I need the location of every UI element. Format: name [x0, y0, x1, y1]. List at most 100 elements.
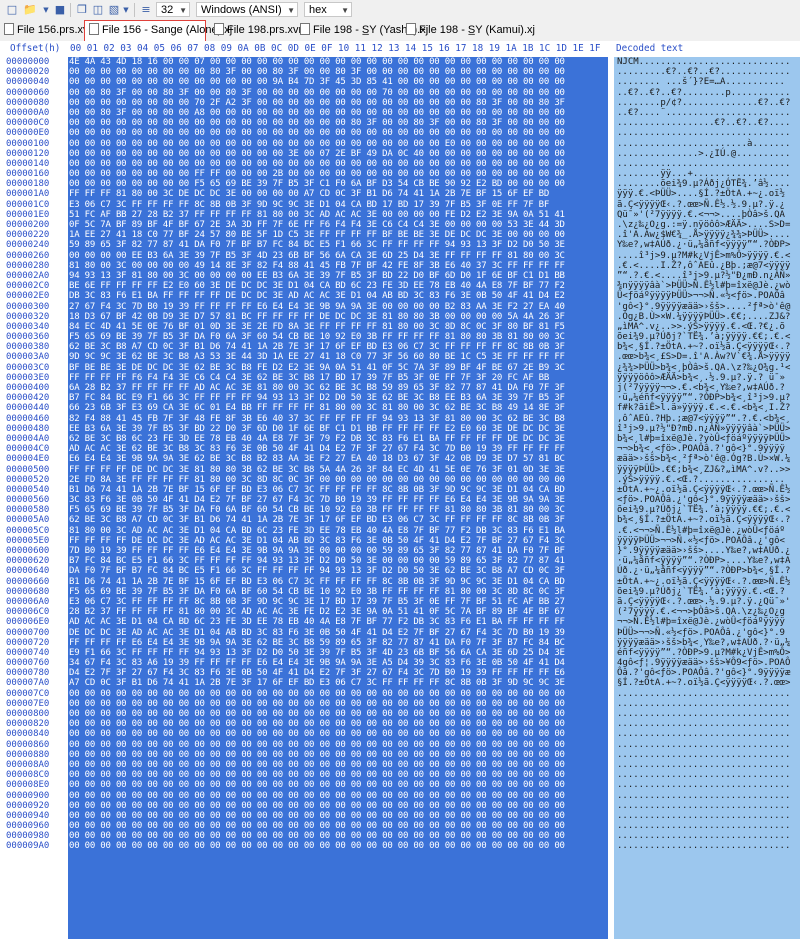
hex-row[interactable]: DE DC DC 3E AD AC AC 3E D1 04 AB BD 3C 8… — [69, 627, 565, 638]
tab-file-198-kamui[interactable]: File 198 - S̲Y (Kamui).xj — [402, 21, 535, 40]
decoded-row[interactable]: ................................ — [617, 790, 791, 801]
decoded-row[interactable]: ................................ — [617, 698, 791, 709]
hex-row[interactable]: 59 89 65 3F 82 77 87 41 DA F0 7F BF B7 F… — [69, 240, 565, 251]
hex-row[interactable]: FF FF FF 81 80 00 3C DE DC DC 3E 00 00 0… — [69, 189, 550, 200]
hex-row[interactable]: 00 00 80 3F 00 00 00 00 A8 00 00 00 00 0… — [69, 107, 565, 118]
decoded-row[interactable]: ‚ôˆAEû.?Hþ.;æ@7<ÿÿÿÿ”“.?.€.<b¾<¸ — [617, 413, 791, 424]
hex-row[interactable]: 84 EC 4D 41 5E 0E 76 BF 01 0D 3E 3E 2E F… — [69, 321, 565, 332]
decoded-row[interactable]: .........€?..€?..€?............. — [617, 67, 791, 78]
hex-row[interactable]: 00 00 00 00 00 00 00 00 F5 65 69 BE 39 7… — [69, 179, 565, 190]
decoded-row[interactable]: ................................ — [617, 749, 791, 760]
decoded-row[interactable]: }°.9ÿÿÿÿæää>›šš>....Y‰e?‚w‡AÚð.¿ — [617, 546, 791, 556]
decoded-row[interactable]: ÞÜÜ>­¬¬>Ñ.«½<ƒö>.POAÔâ.¿'gô<}°.9 — [617, 627, 785, 638]
tab-file-198-prs[interactable]: File 198.prs.xvm — [210, 21, 308, 40]
decoded-row[interactable]: 4gô<ƒ¦.9ÿÿÿÿæää>›šš>¥Ô9<ƒö>.POAÔ — [617, 658, 791, 669]
decoded-row[interactable]: .œœ>b¾<¸£S>D=.î'A.Àw?V`€¾.Å>ÿÿÿÿ — [617, 352, 791, 363]
hex-row[interactable]: B7 FC 84 BC E5 F1 66 3C FF FF FF FF 94 9… — [69, 556, 565, 567]
decoded-row[interactable]: b¾<¸§Í.?±ÖtA.+~?.oï½ã.Ç<ÿÿÿÿŒ‹.? — [617, 342, 791, 353]
decoded-row[interactable]: .€.<....I.Ž?‚ôˆAEû.¿Bþ.;æ@7<ÿÿÿÿ — [617, 260, 791, 271]
hex-row[interactable]: 00 00 00 00 00 00 00 00 00 00 00 00 00 0… — [69, 709, 565, 719]
hex-row[interactable]: 00 00 00 00 00 00 00 00 00 00 00 00 00 0… — [69, 729, 565, 740]
hex-row[interactable]: 6A 28 B2 37 FF FF FF FF AD AC AC 3E 81 8… — [69, 383, 565, 393]
open-dropdown-icon[interactable]: ▼ — [43, 6, 49, 14]
hex-row[interactable]: 51 FC AF BB 27 28 B2 37 FF FF FF FF 81 8… — [69, 209, 565, 220]
decoded-row[interactable]: Qü¯»'(²7ÿÿÿÿ.€.<­¬¬>....þÒâ>š.QA — [617, 209, 785, 220]
hex-row[interactable]: 66 23 6B 3F E3 69 CA 3E 6C 01 E4 BB FF F… — [69, 403, 565, 414]
hex-row[interactable]: 3C 83 F6 3E 0B 50 4F 41 D4 E2 7F BF 27 6… — [69, 495, 565, 506]
decoded-text-area[interactable]: NJCM....................................… — [614, 57, 800, 939]
hex-row[interactable]: 00 00 00 00 00 00 00 00 00 00 00 00 00 0… — [69, 780, 565, 791]
decoded-row[interactable]: ........ ...š´}?E=…A........... — [617, 77, 785, 88]
hex-row[interactable]: B1 D6 74 41 1A 2B 7E BF 15 6F EF BD E3 0… — [69, 576, 565, 587]
hex-row[interactable]: FF FF FF FF DE DC DC 3E AD AC AC 3E D1 0… — [69, 535, 565, 546]
new-file-icon[interactable]: □ — [6, 3, 18, 16]
decoded-row[interactable]: ­¬¬>b¾<¸<ƒö>.POAÔâ.?'gô<}°.9ÿÿÿÿ — [617, 444, 785, 455]
hex-row[interactable]: 00 00 80 3F 00 00 80 3F 00 00 80 3F 00 0… — [69, 87, 565, 98]
hex-row[interactable]: FF FF FF FF F6 F4 F4 3E C6 C4 C4 3E 62 B… — [69, 372, 550, 383]
hex-data-area[interactable]: 4E 4A 43 4D 18 16 00 00 07 00 00 00 00 0… — [68, 57, 608, 939]
hex-row[interactable]: FF FF FF FF DE DC DC 3E 81 80 80 3B 62 B… — [69, 464, 565, 475]
decoded-row[interactable]: ¿¾¾>ÞÜÜ>b¾<¸þÒâ>š.QA.\z?‰¿O¾g.¹< — [617, 362, 791, 373]
decoded-row[interactable]: ................................ — [617, 709, 791, 719]
hex-row[interactable]: 00 00 00 00 00 00 00 00 00 00 00 00 00 0… — [69, 148, 565, 159]
open-folder-icon[interactable]: 📁 — [23, 3, 37, 16]
decoded-row[interactable]: ....î³j>9.µ?M#k¿VjÊ>m%Ô>ÿÿÿÿ.€.< — [617, 250, 791, 261]
decoded-row[interactable]: ................................ — [617, 800, 791, 811]
hex-row[interactable]: 4E 4A 43 4D 18 16 00 00 07 00 00 00 00 0… — [69, 57, 565, 67]
decoded-row[interactable]: ................................ — [617, 780, 791, 791]
hex-row[interactable]: 00 00 00 00 00 00 00 00 00 00 00 00 00 0… — [69, 770, 565, 781]
decoded-row[interactable]: ................................ — [617, 831, 791, 842]
decoded-row[interactable]: b¾<¸§Í.?±ÖtA.+~?.oï½ã.Ç<ÿÿÿÿŒ‹.? — [617, 515, 791, 526]
hex-row[interactable]: 00 00 00 00 00 00 00 00 00 00 00 00 00 0… — [69, 698, 565, 709]
decoded-row[interactable]: ã.Ç<ÿÿÿÿŒ‹.?.œœ>.½.9.µ?.ÿ.¿Qü¯»' — [617, 596, 791, 607]
decoded-row[interactable]: .ýŠ>ÿÿÿÿ.€.<Œ.?................ — [617, 474, 785, 485]
hex-row[interactable]: 00 00 00 00 00 00 00 00 00 00 00 00 00 0… — [69, 821, 565, 832]
encoding-select[interactable]: Windows (ANSI) ▼ — [196, 2, 298, 17]
decoded-row[interactable]: õei¾9.µ?Úðj¿`TË¾.’à;ÿÿÿÿ.€.<Œ.? — [617, 586, 785, 597]
tab-file-198-yasha[interactable]: File 198 - S̲Y (Yasha).xj — [296, 21, 428, 40]
bytes-per-row-select[interactable]: 32 ▼ — [156, 2, 190, 17]
hex-row[interactable]: 00 00 00 00 00 00 00 00 00 00 00 00 00 0… — [69, 810, 565, 821]
copy-icon[interactable]: ❐ — [77, 3, 87, 16]
hex-row[interactable]: E6 E4 E4 3E 9B 9A 9A 3E 62 BE 3C B8 B2 8… — [69, 454, 565, 465]
paste-icon[interactable]: ◫ — [92, 3, 104, 16]
hex-row[interactable]: 00 00 00 00 00 00 00 00 00 00 00 00 00 9… — [69, 77, 565, 88]
decoded-row[interactable]: ................................ — [617, 821, 791, 832]
bookmark-dropdown-icon[interactable]: ▼ — [123, 6, 129, 14]
hex-row[interactable]: 00 00 00 00 00 00 00 00 00 00 00 00 00 0… — [69, 688, 565, 699]
hex-row[interactable]: EE B3 6A 3E 39 7F B5 3F BD 22 D0 3F 6D D… — [69, 423, 565, 434]
decoded-row[interactable]: .Óg¿B.Ù>×W.¼ÿÿÿÿÞÜÜ>.€€;....ZJ&? — [617, 311, 791, 322]
view-mode-select[interactable]: hex ▼ — [304, 2, 352, 17]
decoded-row[interactable]: b¾<¸l#þ=îxë@Jè.?yòÛ<ƒöáºÿÿÿÿÞÜÜ> — [617, 433, 791, 444]
hex-row[interactable]: 00 00 00 00 00 00 00 00 00 00 00 00 00 0… — [69, 759, 565, 770]
decoded-row[interactable]: ................................ — [617, 770, 791, 781]
hex-row[interactable]: 00 00 00 00 00 00 00 00 00 00 00 00 00 0… — [69, 118, 565, 129]
decoded-row[interactable]: Y‰e?‚w‡AÚð.¿·ü„¼åñf<ÿÿÿÿ”“.?ÒÐP> — [617, 240, 791, 251]
hex-row[interactable]: FF FF FF FF E6 E4 E4 3E 9B 9A 9A 3E 62 B… — [69, 637, 565, 648]
decoded-row[interactable]: <ƒö>.POAÔâ.¿'gô<}°.9ÿÿÿÿæää>›šš> — [617, 495, 791, 506]
hex-row[interactable]: 81 80 00 3C 00 00 00 00 49 14 8E 3F 82 F… — [69, 260, 565, 271]
decoded-row[interactable]: ................................ — [617, 128, 791, 139]
hex-row[interactable]: AD AC AC 3E 62 BE 3C B8 3C 83 F6 3E 0B 5… — [69, 444, 565, 455]
decoded-row[interactable]: ................................ — [617, 841, 791, 852]
decoded-row[interactable]: ..................€?..€?..€?.... — [617, 118, 791, 129]
hex-row[interactable]: 00 00 00 00 00 00 00 00 00 00 00 00 00 0… — [69, 719, 565, 730]
hex-row[interactable]: 00 00 00 00 00 00 00 00 00 00 00 00 00 0… — [69, 739, 565, 750]
decoded-row[interactable]: ÿÿÿÿÞÜÜ>.€€;b¾<¸ZJ&?„ìMA^.v?..>> — [617, 464, 791, 475]
hex-row[interactable]: 00 00 00 00 00 00 00 00 00 80 3F 00 00 8… — [69, 67, 565, 78]
decoded-row[interactable]: „ìMA^.v¿..>>.ýŠ>ÿÿÿÿ.€.<Œ.?€¿.õ — [617, 321, 785, 332]
hex-row[interactable]: DB 3C 83 F6 E1 BA FF FF FF FF DE DC DC 3… — [69, 291, 565, 302]
hex-row[interactable]: F5 65 69 BE 39 7F B5 3F DA F0 6A BF 60 5… — [69, 586, 565, 597]
hex-row[interactable]: E9 F1 66 3C FF FF FF FF 94 93 13 3F D2 D… — [69, 647, 565, 658]
decoded-row[interactable]: ÿÿÿ.€.<ÞÜÜ>....§Í.?±ÖtA.+~¿.oï½ — [617, 189, 785, 200]
decoded-row[interactable]: ÿÿÿÿÞÜÜ>­¬¬>Ñ.«½<ƒö>.POAÔâ.¿'gô< — [617, 535, 785, 546]
hex-row[interactable]: D4 E2 7F 3F 27 67 F4 3C 83 F6 3E 0B 50 4… — [69, 668, 565, 679]
decoded-row[interactable]: ”“.?.€.<....î³j>9.µ?½"Ð¿mÐ.n¿ÁÑ» — [617, 270, 791, 281]
hex-row[interactable]: 1A EE 27 41 18 C0 77 BF 24 57 80 BE 5F 1… — [69, 230, 565, 241]
decoded-row[interactable]: (²7ÿÿÿÿ.€.<­¬¬>þÒâ>š.QA.\z¿‰¿O¿g — [617, 607, 785, 618]
hex-row[interactable]: 7D B0 19 39 FF FF FF FF E6 E4 E4 3E 9B 9… — [69, 546, 565, 556]
hex-row[interactable]: 00 00 00 00 00 00 00 00 00 00 00 00 00 0… — [69, 128, 565, 139]
hex-row[interactable]: 00 00 00 00 00 00 00 00 FF FF 00 00 00 2… — [69, 169, 565, 180]
decoded-row[interactable]: Úð.¿·ü„¼åñf<ÿÿÿÿ”“.?ÒÐP>b¾<¸§Í.? — [617, 566, 791, 577]
hex-row[interactable]: 34 67 F4 3C 83 A6 19 39 FF FF FF FF E6 E… — [69, 658, 565, 669]
